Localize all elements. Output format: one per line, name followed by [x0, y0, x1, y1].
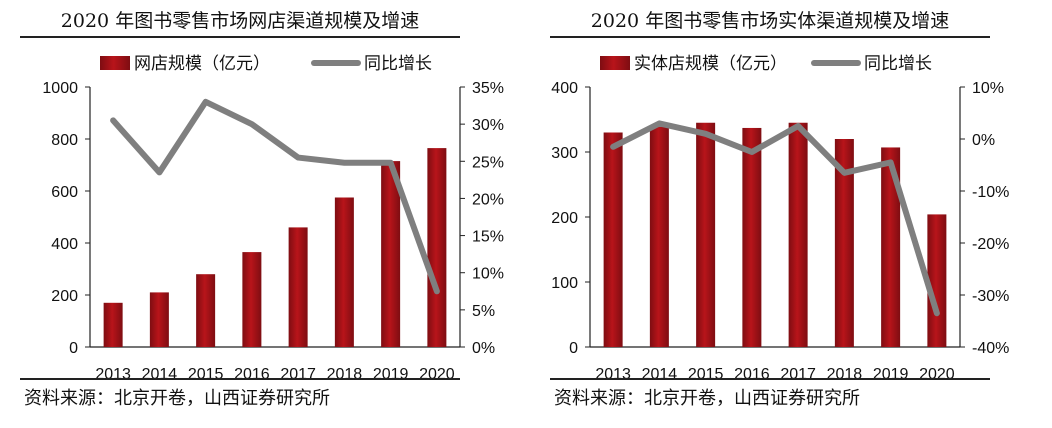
bar: [242, 252, 262, 347]
y-tick-right-label: 10%: [972, 80, 1004, 97]
legend-label-line: 同比增长: [364, 54, 432, 74]
legend-swatch-bar: [600, 56, 630, 70]
x-tick-label: 2014: [142, 366, 178, 383]
title-rule: [20, 36, 460, 38]
y-tick-right-label: 30%: [472, 117, 504, 134]
x-tick-label: 2015: [688, 366, 724, 383]
physical-channel-chart: 实体店规模（亿元） 同比增长 0 100 200 300 400 -40% -30% -20% -1…: [551, 54, 1009, 383]
legend-swatch-bar: [100, 56, 130, 70]
bar: [649, 126, 669, 347]
bar: [881, 147, 901, 347]
y-tick-right-label: -20%: [972, 236, 1009, 253]
bar: [427, 148, 447, 347]
x-tick-label: 2017: [780, 366, 816, 383]
y-tick-right-label: 15%: [472, 229, 504, 246]
x-tick-label: 2019: [373, 366, 409, 383]
y-tick-left-label: 400: [51, 236, 78, 253]
y-tick-right-label: 0%: [972, 132, 995, 149]
source-rule: [20, 378, 460, 380]
y-tick-right-label: -40%: [972, 340, 1009, 357]
y-tick-right-label: 5%: [472, 303, 495, 320]
y-tick-right-label: 25%: [472, 154, 504, 171]
legend-label-bar: 实体店规模（亿元）: [634, 54, 787, 74]
bar: [149, 292, 169, 347]
source-note: 资料来源：北京开卷，山西证券研究所: [24, 388, 330, 409]
y-tick-right-label: 20%: [472, 191, 504, 208]
y-tick-right-label: 35%: [472, 80, 504, 97]
online-channel-chart-panel: 2020 年图书零售市场网店渠道规模及增速 网店规模（亿元） 同比增长 0 200 40…: [0, 0, 522, 428]
chart-title: 2020 年图书零售市场实体渠道规模及增速: [590, 10, 950, 32]
source-rule: [550, 378, 990, 380]
x-tick-label: 2013: [95, 366, 131, 383]
bar: [742, 127, 762, 347]
y-tick-left-label: 300: [551, 145, 578, 162]
y-tick-left-label: 200: [551, 210, 578, 227]
x-tick-label: 2016: [234, 366, 270, 383]
y-tick-left-label: 800: [51, 132, 78, 149]
y-tick-left-label: 0: [69, 340, 78, 357]
growth-line: [610, 120, 940, 317]
x-tick-label: 2015: [188, 366, 224, 383]
y-tick-left-label: 600: [51, 184, 78, 201]
bar: [334, 197, 354, 347]
bar: [288, 227, 308, 347]
y-tick-left-label: 200: [51, 288, 78, 305]
y-tick-left-label: 1000: [42, 80, 78, 97]
y-tick-right-label: 10%: [472, 266, 504, 283]
chart-title: 2020 年图书零售市场网店渠道规模及增速: [60, 10, 420, 32]
online-channel-chart: 网店规模（亿元） 同比增长 0 200 400 600 800 1000 0% 5% 10% 15% 2…: [42, 54, 504, 383]
bar: [696, 122, 716, 347]
bar: [603, 132, 623, 347]
y-tick-left-label: 400: [551, 80, 578, 97]
bar: [927, 214, 947, 347]
physical-channel-chart-panel: 2020 年图书零售市场实体渠道规模及增速 实体店规模（亿元） 同比增长 0 100 2…: [530, 0, 1052, 428]
y-tick-left-label: 0: [569, 340, 578, 357]
bar: [834, 139, 854, 347]
legend-label-bar: 网店规模（亿元）: [134, 54, 270, 74]
bar: [381, 161, 401, 347]
bar: [196, 274, 216, 347]
y-tick-right-label: -10%: [972, 184, 1009, 201]
x-tick-label: 2017: [280, 366, 316, 383]
bar: [788, 122, 808, 347]
bar: [103, 302, 123, 347]
title-rule: [550, 36, 990, 38]
growth-line: [110, 98, 440, 295]
legend-label-line: 同比增长: [864, 54, 932, 74]
x-tick-label: 2014: [642, 366, 678, 383]
y-tick-left-label: 100: [551, 275, 578, 292]
y-tick-right-label: 0%: [472, 340, 495, 357]
x-tick-label: 2018: [827, 366, 863, 383]
x-tick-label: 2016: [734, 366, 770, 383]
x-tick-label: 2018: [327, 366, 363, 383]
x-tick-label: 2020: [419, 366, 455, 383]
x-tick-label: 2019: [873, 366, 909, 383]
x-tick-label: 2020: [919, 366, 955, 383]
y-tick-right-label: -30%: [972, 288, 1009, 305]
source-note: 资料来源：北京开卷，山西证券研究所: [554, 388, 860, 409]
x-tick-label: 2013: [595, 366, 631, 383]
